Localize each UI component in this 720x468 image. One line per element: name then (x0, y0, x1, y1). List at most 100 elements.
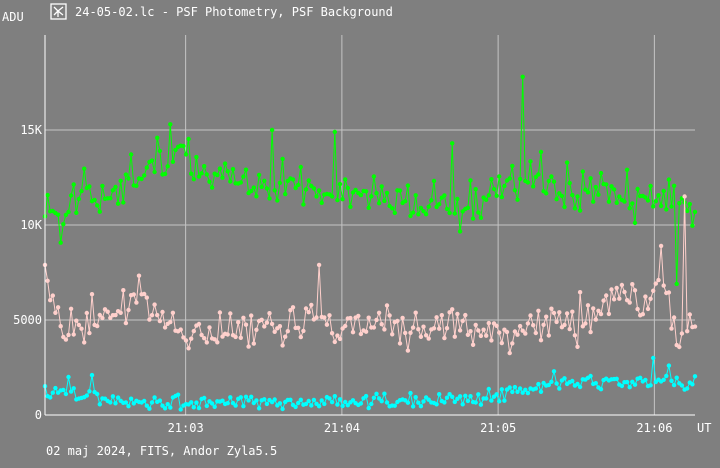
series-cyan-point (128, 396, 134, 401)
series-pink-point (126, 307, 131, 313)
series-pink-point (220, 334, 225, 339)
series-pink-point (283, 334, 288, 339)
series-green-point (275, 198, 280, 203)
series-cyan-point (632, 382, 638, 387)
series-cyan-point (444, 395, 450, 400)
series-cyan-point (246, 398, 251, 403)
series-pink-point (423, 333, 429, 338)
series-pink-point (329, 331, 335, 336)
x-tick-label: 21:06 (636, 421, 672, 435)
series-green-point (306, 178, 311, 183)
series-green-point (97, 209, 103, 214)
y-axis-label: ADU (2, 10, 24, 24)
series-green-point (95, 203, 100, 208)
series-pink-point (191, 328, 196, 334)
series-pink-point (348, 315, 353, 321)
series-green-point (66, 209, 71, 215)
series-green-point (209, 185, 215, 190)
series-green-point (173, 147, 178, 153)
series-green-point (685, 208, 690, 214)
series-green-point (486, 193, 491, 198)
series-pink-point (343, 323, 348, 329)
series-cyan-point (457, 394, 463, 399)
series-green-point (648, 183, 653, 189)
series-cyan-point (332, 394, 337, 399)
series-cyan-point (189, 400, 194, 405)
series-cyan-point (350, 398, 356, 403)
series-green-point (100, 183, 105, 189)
series-layer (42, 74, 698, 412)
series-pink-point (241, 315, 246, 320)
series-pink-point (246, 344, 251, 349)
series-pink-point (591, 306, 596, 311)
series-pink-point (113, 312, 118, 318)
series-pink-point (682, 194, 687, 199)
series-green-point (384, 190, 390, 196)
series-cyan-point (450, 394, 455, 399)
footer-caption: 02 maj 2024, FITS, Andor Zyla5.5 (46, 444, 277, 458)
series-cyan-point (358, 401, 364, 406)
series-pink-point (611, 297, 617, 302)
series-pink-point (162, 325, 168, 330)
series-pink-point (277, 324, 283, 329)
series-green-point (152, 169, 157, 175)
series-green-point (345, 185, 350, 191)
series-cyan-point (523, 387, 528, 392)
series-pink-point (499, 340, 504, 346)
series-pink-point (517, 323, 523, 329)
series-cyan-point (418, 404, 424, 409)
series-pink-point (196, 321, 202, 327)
series-cyan-point (108, 400, 113, 405)
series-pink-point (497, 330, 502, 335)
series-green-point (293, 185, 298, 191)
series-cyan-point (71, 386, 76, 391)
series-green-point (108, 196, 113, 201)
chart-title: 24-05-02.lc - PSF Photometry, PSF Backgr… (75, 5, 393, 19)
series-green-point (61, 222, 66, 227)
series-pink-point (233, 334, 238, 340)
series-green-point (624, 167, 630, 172)
series-green-point (645, 198, 651, 203)
series-cyan-point (384, 400, 390, 405)
series-green-point (45, 192, 50, 198)
series-green-point (674, 281, 679, 287)
series-cyan-point (392, 403, 397, 408)
series-green-point (74, 210, 79, 215)
series-green-point (55, 212, 61, 217)
series-cyan-point (651, 355, 656, 361)
series-pink-point (418, 334, 424, 339)
series-pink-point (544, 314, 549, 319)
series-cyan-point (162, 406, 168, 411)
series-cyan-point (256, 406, 262, 411)
series-green-point (596, 192, 601, 197)
series-green-point (241, 174, 246, 179)
series-green-point (494, 193, 499, 198)
series-pink-point (95, 323, 100, 329)
series-green-point (588, 176, 593, 181)
series-cyan-point (536, 381, 541, 387)
series-pink-point (457, 328, 463, 333)
series-green-point (470, 216, 476, 221)
series-cyan-point (303, 401, 309, 407)
series-pink-point (84, 310, 90, 316)
series-pink-point (322, 315, 327, 320)
series-cyan-point (468, 394, 473, 399)
series-pink-point (288, 308, 293, 313)
series-cyan-point (557, 386, 562, 391)
series-green-point (580, 169, 585, 174)
series-green-point (538, 149, 544, 155)
series-green-point (382, 198, 387, 204)
series-pink-point (434, 315, 439, 320)
series-cyan-point (343, 399, 348, 405)
series-cyan-point (489, 398, 494, 403)
series-pink-point (525, 321, 531, 326)
series-cyan-point (679, 383, 685, 388)
series-cyan-point (416, 400, 421, 405)
series-pink-point (575, 344, 580, 349)
series-pink-point (382, 327, 387, 332)
series-pink-point (671, 315, 677, 320)
series-green-point (76, 196, 82, 202)
series-green-point (298, 164, 303, 170)
series-pink-point (89, 292, 95, 297)
series-green-point (658, 203, 664, 209)
